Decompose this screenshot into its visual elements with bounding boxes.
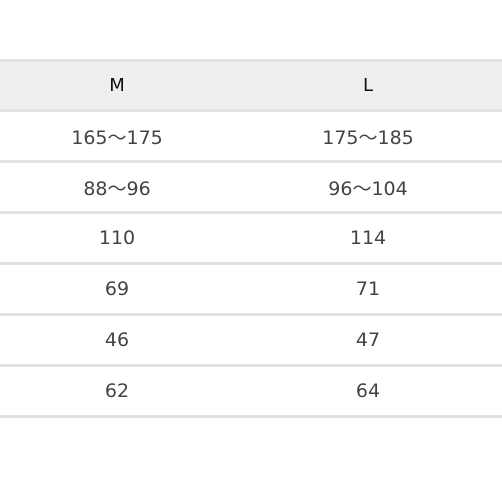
table-row: 62 64 [0,367,502,418]
table-cell: 114 [349,227,387,249]
size-table: M L 165～175 175～185 88～96 96～104 110 114 69 71 46 4… [0,59,502,418]
table-cell: 96～104 [328,177,408,200]
table-row: 69 71 [0,265,502,316]
table-row: 110 114 [0,214,502,265]
table-cell: 62 [104,380,130,402]
table-cell: 69 [104,278,130,300]
table-cell: 64 [355,380,381,402]
table-cell: 175～185 [322,126,414,149]
header-cell: M [109,75,125,96]
table-cell: 71 [355,278,381,300]
table-cell: 47 [355,329,381,351]
table-cell: 165～175 [71,126,163,149]
table-cell: 46 [104,329,130,351]
table-cell: 110 [98,227,136,249]
table-row: 88～96 96～104 [0,163,502,214]
table-row: 165～175 175～185 [0,112,502,163]
table-cell: 88～96 [83,177,151,200]
table-row: 46 47 [0,316,502,367]
header-cell: L [362,75,374,96]
